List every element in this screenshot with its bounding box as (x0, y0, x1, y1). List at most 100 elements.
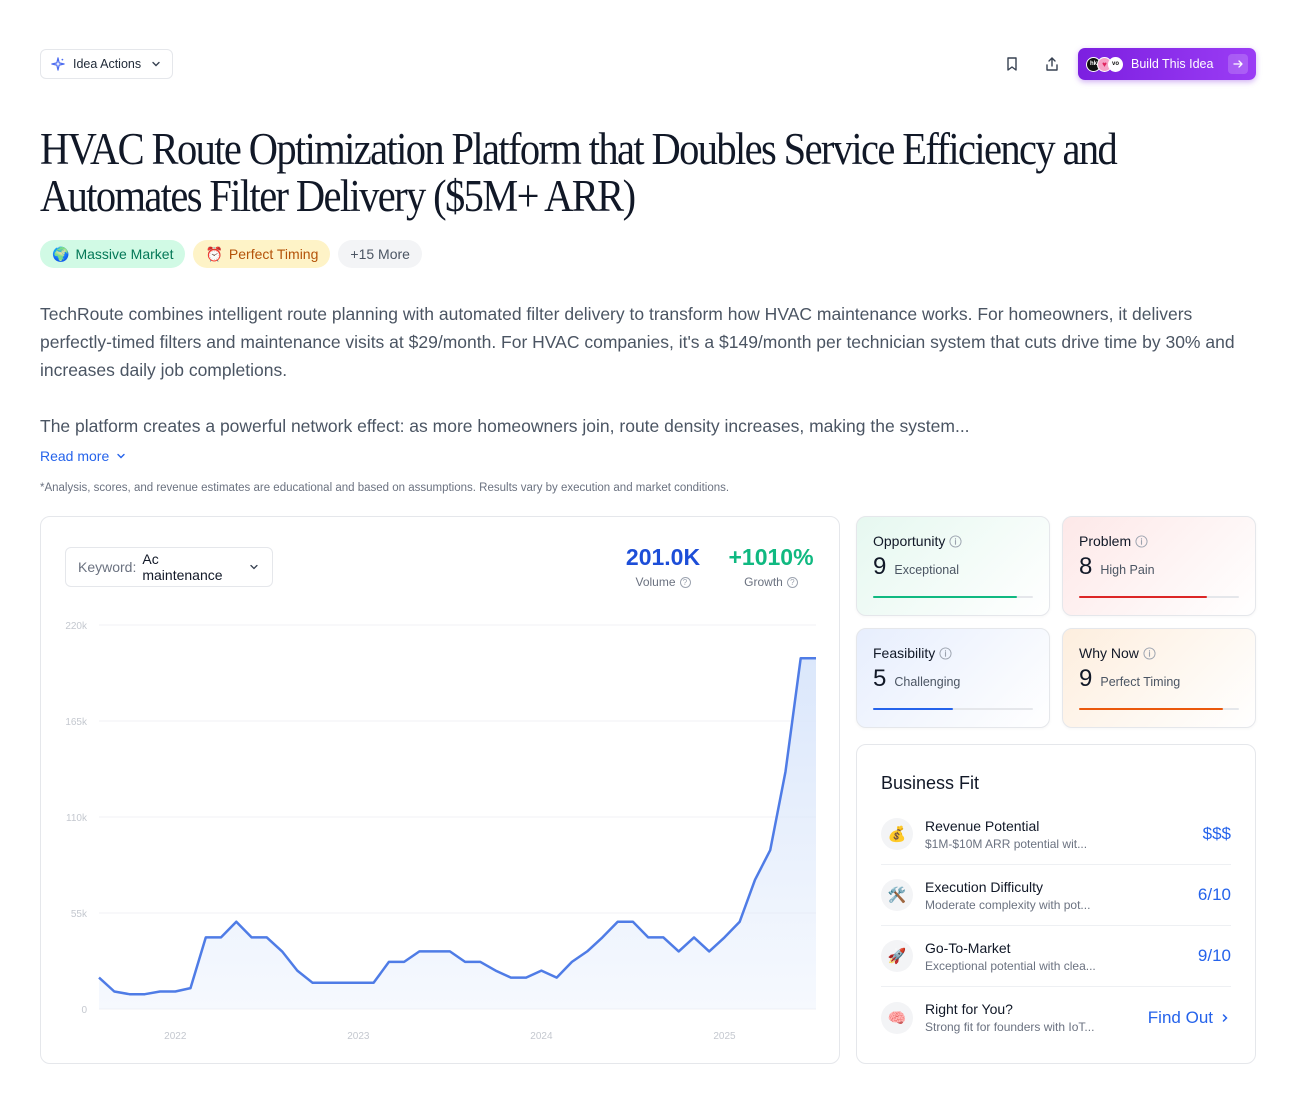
score-level: Perfect Timing (1100, 675, 1181, 689)
arrow-right-icon (1228, 54, 1248, 74)
y-tick-label: 220k (65, 621, 88, 632)
y-tick-label: 165k (65, 717, 88, 728)
help-icon[interactable]: ? (786, 576, 798, 588)
build-this-idea-button[interactable]: hk ♥ vo Build This Idea (1078, 48, 1256, 80)
x-tick-label: 2024 (530, 1031, 553, 1042)
fit-row-subtitle: $1M-$10M ARR potential wit... (925, 836, 1088, 851)
fit-row-right-for-you[interactable]: 🧠 Right for You? Strong fit for founders … (881, 987, 1231, 1048)
tool-logos: hk ♥ vo (1086, 56, 1123, 72)
tag-label: +15 More (350, 246, 410, 262)
top-toolbar: Idea Actions hk ♥ vo Build This Idea (40, 48, 1256, 80)
series-line (98, 656, 816, 996)
money-bag-icon: 💰 (881, 818, 913, 850)
share-icon (1046, 57, 1058, 71)
help-icon[interactable]: ? (679, 576, 691, 588)
score-bar (1079, 708, 1239, 710)
score-bar (873, 596, 1033, 598)
y-tick-label: 55k (71, 909, 88, 920)
idea-actions-button[interactable]: Idea Actions (40, 49, 173, 79)
page-title: HVAC Route Optimization Platform that Do… (40, 124, 1118, 221)
alarm-clock-icon: ⏰ (205, 245, 223, 262)
growth-metric: +1010% Growth? (721, 543, 821, 589)
score-card-opportunity[interactable]: Opportunity 9 Exceptional (856, 516, 1050, 616)
score-label: Opportunity (873, 533, 946, 549)
y-tick-label: 110k (66, 813, 88, 824)
keyword-trend-card: 220k 165k 110k 55k 0 2022 2023 2024 2025 Keyword… (40, 516, 840, 1064)
description-paragraph: TechRoute combines intelligent route pla… (40, 304, 1235, 380)
business-fit-title: Business Fit (881, 773, 980, 793)
share-button[interactable] (1038, 50, 1066, 78)
bookmark-icon (1007, 57, 1017, 71)
find-out-link[interactable]: Find Out (1148, 1008, 1231, 1028)
heart-icon: ♥ (1102, 59, 1107, 69)
fit-row-title: Right for You? (925, 1001, 1013, 1017)
x-tick-label: 2025 (713, 1031, 736, 1042)
chevron-right-icon (1222, 1013, 1228, 1022)
score-value: 5 (873, 665, 887, 692)
x-tick-label: 2023 (347, 1031, 370, 1042)
score-value: 9 (873, 553, 887, 580)
tools-icon: 🛠️ (881, 879, 913, 911)
logo-vo: vo (1108, 56, 1123, 72)
tag-more[interactable]: +15 More (338, 240, 422, 268)
fit-row-title: Revenue Potential (925, 817, 1040, 834)
info-icon[interactable] (1135, 534, 1148, 548)
info-icon[interactable] (1143, 646, 1156, 660)
fit-row-subtitle: Exceptional potential with clea... (925, 958, 1096, 973)
fit-row-value: 9/10 (1197, 946, 1231, 965)
growth-value: +1010% (728, 544, 814, 570)
info-icon[interactable] (939, 646, 952, 660)
series-area (99, 658, 816, 1009)
trend-chart: 220k 165k 110k 55k 0 2022 2023 2024 2025 (65, 621, 817, 1042)
score-card-problem[interactable]: Problem 8 High Pain (1062, 516, 1256, 616)
score-bar (1079, 596, 1239, 598)
fit-row-value: 6/10 (1197, 885, 1231, 904)
chevron-down-icon (152, 61, 160, 67)
growth-label: Growth (744, 575, 783, 589)
fit-row-revenue-potential[interactable]: 💰 Revenue Potential $1M-$10M ARR potentia… (881, 804, 1231, 865)
read-more-label: Read more (40, 448, 110, 464)
score-card-why-now[interactable]: Why Now 9 Perfect Timing (1062, 628, 1256, 728)
y-tick-label: 0 (81, 1005, 87, 1016)
score-bar-fill (873, 596, 1017, 598)
sparkle-icon (51, 57, 65, 71)
tag-label: Massive Market (75, 246, 174, 262)
fit-row-subtitle: Strong fit for founders with IoT... (925, 1020, 1095, 1034)
score-label: Problem (1079, 533, 1132, 549)
bookmark-button[interactable] (998, 50, 1026, 78)
score-card-feasibility[interactable]: Feasibility 5 Challenging (856, 628, 1050, 728)
build-label: Build This Idea (1131, 57, 1214, 71)
volume-value: 201.0K (625, 544, 701, 570)
brain-icon: 🧠 (881, 1001, 913, 1034)
keyword-value: Ac maintenance (142, 551, 223, 583)
tag-label: Perfect Timing (228, 246, 319, 262)
fit-row-title: Execution Difficulty (925, 878, 1044, 895)
score-value: 8 (1079, 553, 1093, 580)
globe-icon: 🌍 (52, 245, 70, 262)
volume-metric: 201.0K Volume? (619, 543, 707, 589)
score-bar-fill (1079, 708, 1223, 710)
idea-actions-label: Idea Actions (73, 57, 142, 71)
fit-row-value: $$$ (1202, 824, 1231, 843)
score-value: 9 (1079, 665, 1093, 692)
read-more-link[interactable]: Read more (40, 448, 127, 464)
score-label: Feasibility (873, 645, 936, 661)
tag-massive-market[interactable]: 🌍 Massive Market (40, 240, 186, 268)
tag-list: 🌍 Massive Market ⏰ Perfect Timing +15 Mo… (40, 240, 422, 268)
chevron-down-icon (117, 453, 125, 459)
fit-row-execution-difficulty[interactable]: 🛠️ Execution Difficulty Moderate complexi… (881, 865, 1231, 926)
fit-row-title: Go-To-Market (925, 939, 1011, 956)
description-paragraph: The platform creates a powerful network … (40, 416, 970, 436)
keyword-select[interactable]: Keyword: Ac maintenance (65, 547, 273, 587)
chevron-down-icon (250, 564, 258, 570)
business-fit-card: Business Fit 💰 Revenue Potential $1M-$10M… (856, 744, 1256, 1064)
idea-description: TechRoute combines intelligent route pla… (40, 300, 1260, 440)
volume-label: Volume (635, 575, 676, 589)
fit-row-go-to-market[interactable]: 🚀 Go-To-Market Exceptional potential with… (881, 926, 1231, 987)
info-icon[interactable] (949, 534, 962, 548)
score-level: High Pain (1100, 563, 1155, 577)
keyword-label: Keyword: (78, 559, 137, 575)
score-bar-fill (873, 708, 953, 710)
disclaimer: *Analysis, scores, and revenue estimates… (40, 482, 730, 494)
tag-perfect-timing[interactable]: ⏰ Perfect Timing (193, 240, 331, 268)
